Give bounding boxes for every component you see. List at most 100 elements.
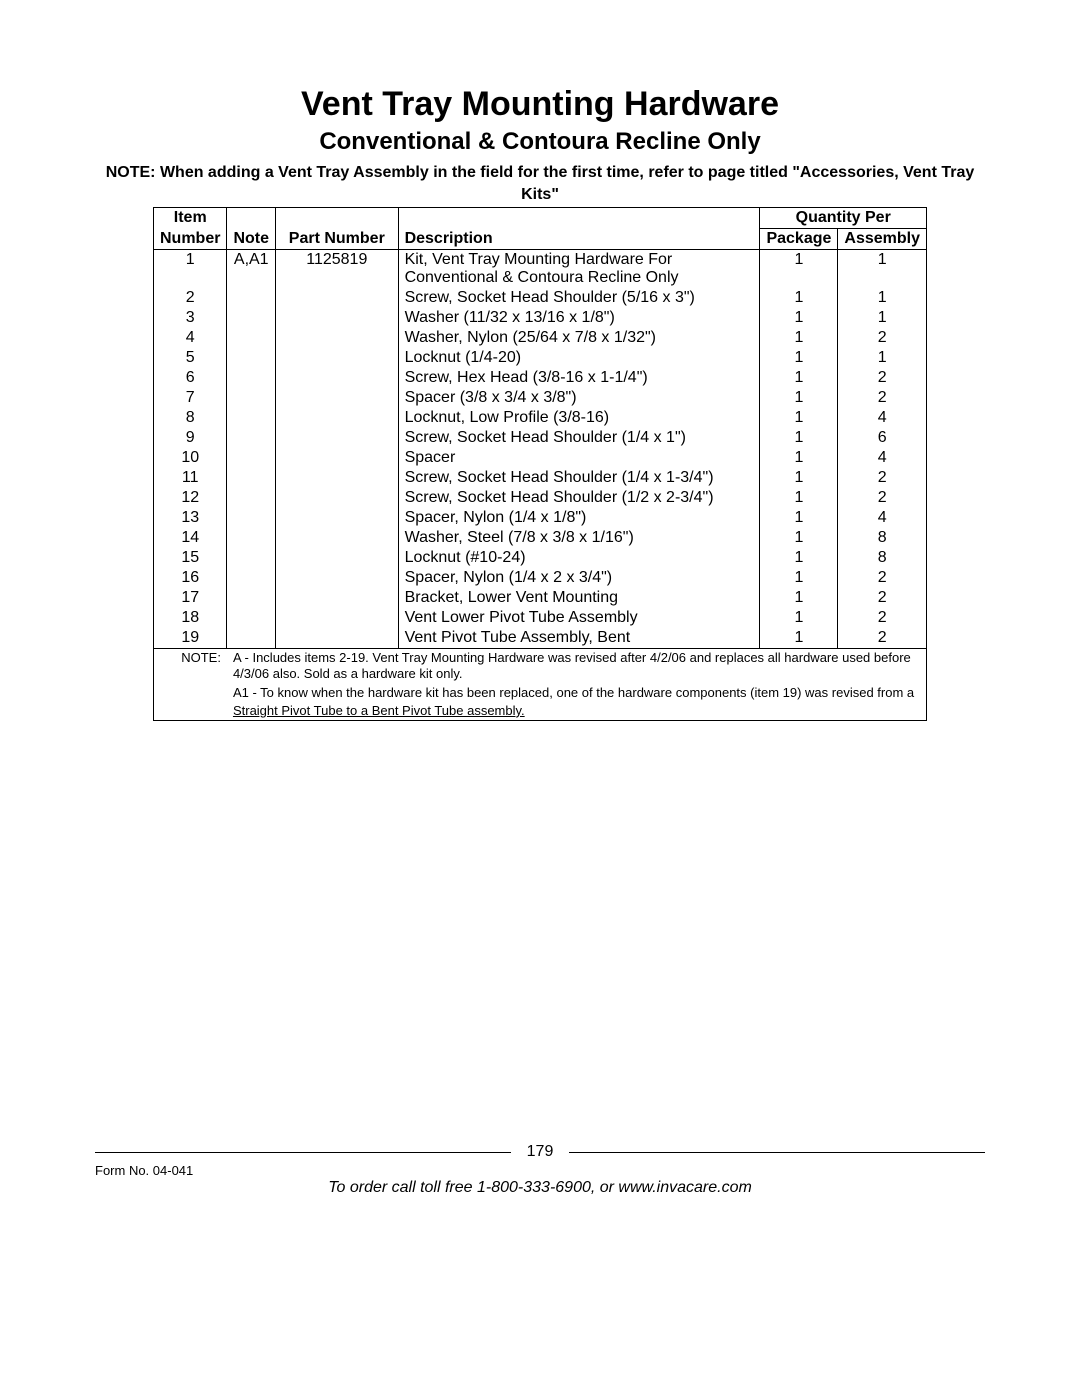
cell-assembly: 8 (838, 528, 927, 548)
table-row: 14 Washer, Steel (7/8 x 3/8 x 1/16")18 (154, 528, 927, 548)
cell-assembly: 2 (838, 488, 927, 508)
footnote-a1-line1: A1 - To know when the hardware kit has b… (227, 684, 927, 702)
table-row: 11Screw, Socket Head Shoulder (1/4 x 1-3… (154, 468, 927, 488)
cell-assembly: 2 (838, 468, 927, 488)
page-footer: 179 Form No. 04-041 To order call toll f… (95, 1143, 985, 1197)
cell-assembly: 1 (838, 288, 927, 308)
top-note: NOTE: When adding a Vent Tray Assembly i… (95, 162, 985, 205)
cell-note (227, 488, 276, 508)
table-row: 2 Screw, Socket Head Shoulder (5/16 x 3")… (154, 288, 927, 308)
cell-description: Locknut, Low Profile (3/8-16) (398, 408, 760, 428)
cell-assembly: 1 (838, 348, 927, 368)
cell-item-number: 12 (154, 488, 227, 508)
page: Vent Tray Mounting Hardware Conventional… (0, 0, 1080, 1397)
page-subtitle: Conventional & Contoura Recline Only (95, 128, 985, 156)
cell-assembly: 2 (838, 628, 927, 649)
table-header-row-1: Item Quantity Per (154, 208, 927, 229)
cell-package: 1 (760, 348, 838, 368)
cell-part-number (276, 388, 399, 408)
cell-note (227, 388, 276, 408)
cell-package: 1 (760, 528, 838, 548)
hdr-assembly: Assembly (838, 229, 927, 250)
cell-description: Screw, Socket Head Shoulder (5/16 x 3") (398, 288, 760, 308)
cell-assembly: 8 (838, 548, 927, 568)
hdr-description: Description (398, 229, 760, 250)
cell-item-number: 13 (154, 508, 227, 528)
cell-item-number: 15 (154, 548, 227, 568)
cell-description: Spacer (398, 448, 760, 468)
cell-item-number: 9 (154, 428, 227, 448)
cell-item-number: 17 (154, 588, 227, 608)
hdr-note: Note (227, 229, 276, 250)
cell-note (227, 368, 276, 388)
cell-part-number (276, 408, 399, 428)
cell-note (227, 528, 276, 548)
page-number: 179 (521, 1143, 560, 1161)
cell-package: 1 (760, 488, 838, 508)
footnote-a1-line2: Straight Pivot Tube to a Bent Pivot Tube… (227, 702, 927, 721)
cell-package: 1 (760, 448, 838, 468)
cell-package: 1 (760, 428, 838, 448)
cell-item-number: 4 (154, 328, 227, 348)
cell-item-number: 5 (154, 348, 227, 368)
cell-part-number (276, 448, 399, 468)
table-row: 6Screw, Hex Head (3/8-16 x 1-1/4")12 (154, 368, 927, 388)
hdr-quantity-per: Quantity Per (760, 208, 927, 229)
hdr-desc-blank (398, 208, 760, 229)
cell-part-number (276, 328, 399, 348)
cell-package: 1 (760, 408, 838, 428)
cell-note (227, 548, 276, 568)
cell-assembly: 4 (838, 448, 927, 468)
cell-assembly: 2 (838, 368, 927, 388)
table-row: 10Spacer14 (154, 448, 927, 468)
cell-note (227, 588, 276, 608)
cell-note (227, 288, 276, 308)
cell-description: Locknut (1/4-20) (398, 348, 760, 368)
cell-note: A,A1 (227, 250, 276, 289)
cell-description: Screw, Socket Head Shoulder (1/4 x 1-3/4… (398, 468, 760, 488)
hdr-part-number: Part Number (276, 229, 399, 250)
cell-assembly: 1 (838, 250, 927, 289)
cell-assembly: 1 (838, 308, 927, 328)
cell-note (227, 448, 276, 468)
cell-description: Screw, Hex Head (3/8-16 x 1-1/4") (398, 368, 760, 388)
cell-description: Screw, Socket Head Shoulder (1/2 x 2-3/4… (398, 488, 760, 508)
cell-note (227, 428, 276, 448)
cell-note (227, 348, 276, 368)
cell-note (227, 408, 276, 428)
table-row: 5Locknut (1/4-20)11 (154, 348, 927, 368)
table-row: 9Screw, Socket Head Shoulder (1/4 x 1")1… (154, 428, 927, 448)
table-row: 4Washer, Nylon (25/64 x 7/8 x 1/32")12 (154, 328, 927, 348)
cell-description: Spacer, Nylon (1/4 x 1/8") (398, 508, 760, 528)
cell-assembly: 2 (838, 388, 927, 408)
parts-table: Item Quantity Per Number Note Part Numbe… (153, 207, 927, 721)
hdr-note-blank (227, 208, 276, 229)
order-line: To order call toll free 1-800-333-6900, … (95, 1179, 985, 1197)
cell-package: 1 (760, 568, 838, 588)
cell-package: 1 (760, 308, 838, 328)
footnote-a: A - Includes items 2-19. Vent Tray Mount… (227, 649, 927, 684)
cell-package: 1 (760, 368, 838, 388)
cell-item-number: 14 (154, 528, 227, 548)
cell-part-number (276, 348, 399, 368)
hdr-item-number: Number (154, 229, 227, 250)
cell-assembly: 4 (838, 508, 927, 528)
cell-description: Washer, Steel (7/8 x 3/8 x 1/16") (398, 528, 760, 548)
cell-part-number (276, 608, 399, 628)
cell-item-number: 2 (154, 288, 227, 308)
cell-note (227, 608, 276, 628)
cell-package: 1 (760, 468, 838, 488)
cell-part-number (276, 288, 399, 308)
form-number: Form No. 04-041 (95, 1163, 193, 1178)
table-row: 16Spacer, Nylon (1/4 x 2 x 3/4")12 (154, 568, 927, 588)
cell-package: 1 (760, 588, 838, 608)
cell-package: 1 (760, 548, 838, 568)
cell-description: Vent Pivot Tube Assembly, Bent (398, 628, 760, 649)
table-row: 15 Locknut (#10-24)18 (154, 548, 927, 568)
table-row: 8Locknut, Low Profile (3/8-16)14 (154, 408, 927, 428)
rule-left (95, 1152, 511, 1153)
cell-package: 1 (760, 328, 838, 348)
cell-note (227, 308, 276, 328)
cell-package: 1 (760, 288, 838, 308)
cell-description: Locknut (#10-24) (398, 548, 760, 568)
